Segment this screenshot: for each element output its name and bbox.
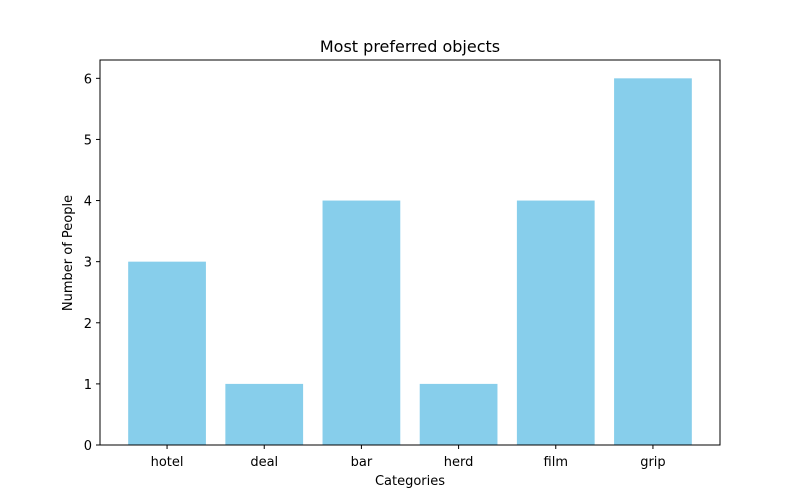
bar-group — [128, 78, 692, 445]
y-tick-label: 3 — [84, 256, 92, 271]
x-tick-label: hotel — [151, 455, 184, 470]
y-tick-label: 6 — [84, 72, 92, 87]
x-tick-label: herd — [444, 455, 474, 470]
y-tick-label: 1 — [84, 378, 92, 393]
chart-title: Most preferred objects — [320, 37, 500, 56]
bar-deal — [225, 383, 304, 445]
y-tick-label: 4 — [84, 195, 92, 210]
x-axis-ticks: hotel deal bar herd film grip — [151, 445, 666, 470]
y-tick-label: 0 — [84, 439, 92, 454]
x-tick-label: bar — [351, 455, 373, 470]
x-tick-label: film — [544, 455, 568, 470]
x-tick-label: grip — [640, 455, 665, 470]
plot-area-frame — [99, 59, 721, 446]
y-axis-ticks: 0 1 2 3 4 5 6 — [84, 72, 100, 454]
y-tick-label: 2 — [84, 317, 92, 332]
bar-grip — [614, 78, 692, 445]
x-tick-label: deal — [250, 455, 278, 470]
bar-film — [516, 200, 595, 445]
x-axis-label: Categories — [375, 474, 445, 489]
bar-bar — [322, 200, 401, 445]
y-tick-label: 5 — [84, 133, 92, 148]
bar-herd — [419, 383, 498, 445]
bar-hotel — [128, 261, 206, 445]
y-axis-label: Number of People — [61, 195, 76, 311]
